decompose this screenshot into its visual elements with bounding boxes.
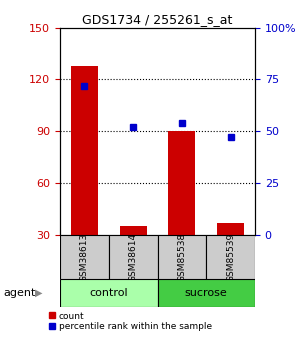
Bar [109,235,158,279]
Title: GDS1734 / 255261_s_at: GDS1734 / 255261_s_at [82,13,233,27]
Text: GSM85538: GSM85538 [177,233,186,282]
Text: GSM85539: GSM85539 [226,233,235,282]
Text: ▶: ▶ [34,288,42,298]
Legend: count, percentile rank within the sample: count, percentile rank within the sample [50,312,212,331]
Text: GSM38614: GSM38614 [129,233,138,282]
Bar [71,66,98,235]
Text: control: control [89,288,128,298]
Bar [169,131,195,235]
Bar [60,279,158,307]
Bar [120,226,146,235]
Bar [206,235,255,279]
Bar [60,235,109,279]
Bar [217,223,244,235]
Text: GSM38613: GSM38613 [80,233,89,282]
Text: agent: agent [3,288,35,298]
Text: sucrose: sucrose [185,288,228,298]
Bar [158,279,255,307]
Bar [158,235,206,279]
